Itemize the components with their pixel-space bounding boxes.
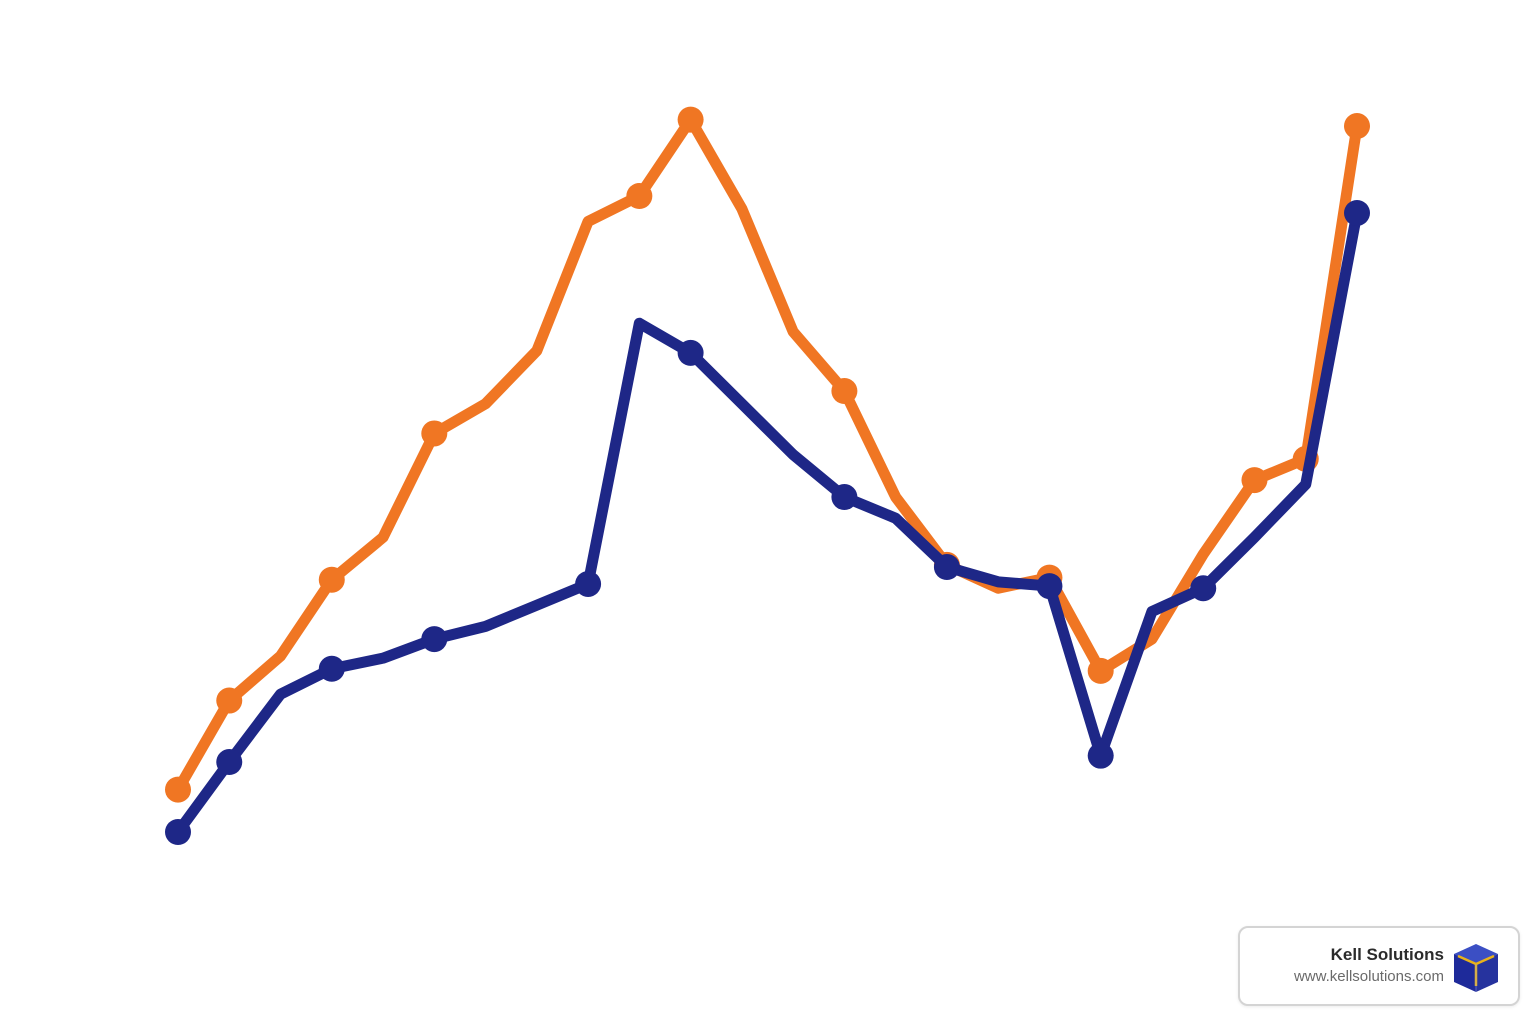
brand-badge[interactable]: Kell Solutions www.kellsolutions.com — [1238, 926, 1520, 1006]
series-2-line — [172, 207, 1363, 838]
series-2-point-23 — [1344, 199, 1370, 226]
brand-text: Kell Solutions www.kellsolutions.com — [1294, 944, 1444, 988]
series-1-point-5 — [421, 420, 448, 447]
series-2-point-5 — [421, 626, 448, 653]
series-1-point-3 — [318, 566, 345, 593]
series-1-point-21 — [1241, 467, 1268, 494]
series-1 — [165, 106, 1370, 803]
series-2-point-13 — [831, 484, 858, 511]
series-2-point-18 — [1087, 742, 1114, 769]
series-1-point-9 — [626, 183, 653, 209]
series-2-point-3 — [318, 655, 345, 682]
series-1-point-23 — [1344, 113, 1370, 140]
series-1-line — [172, 114, 1363, 796]
series-2-point-15 — [933, 554, 960, 580]
series-1-point-13 — [831, 378, 858, 405]
series-2-point-1 — [216, 749, 243, 776]
series-1-point-0 — [165, 776, 191, 803]
series-2-point-0 — [165, 819, 191, 845]
cube-logo-icon — [1454, 944, 1498, 992]
series-2-point-10 — [677, 339, 704, 366]
series-1-point-10 — [677, 106, 704, 133]
series-2 — [165, 199, 1370, 845]
series-2-point-8 — [575, 570, 602, 597]
series-1-point-1 — [216, 687, 243, 714]
brand-name: Kell Solutions — [1330, 945, 1444, 964]
series-2-point-17 — [1036, 573, 1063, 600]
series-2-point-20 — [1190, 575, 1217, 602]
brand-url[interactable]: www.kellsolutions.com — [1293, 968, 1444, 985]
series-1-point-18 — [1087, 657, 1114, 684]
